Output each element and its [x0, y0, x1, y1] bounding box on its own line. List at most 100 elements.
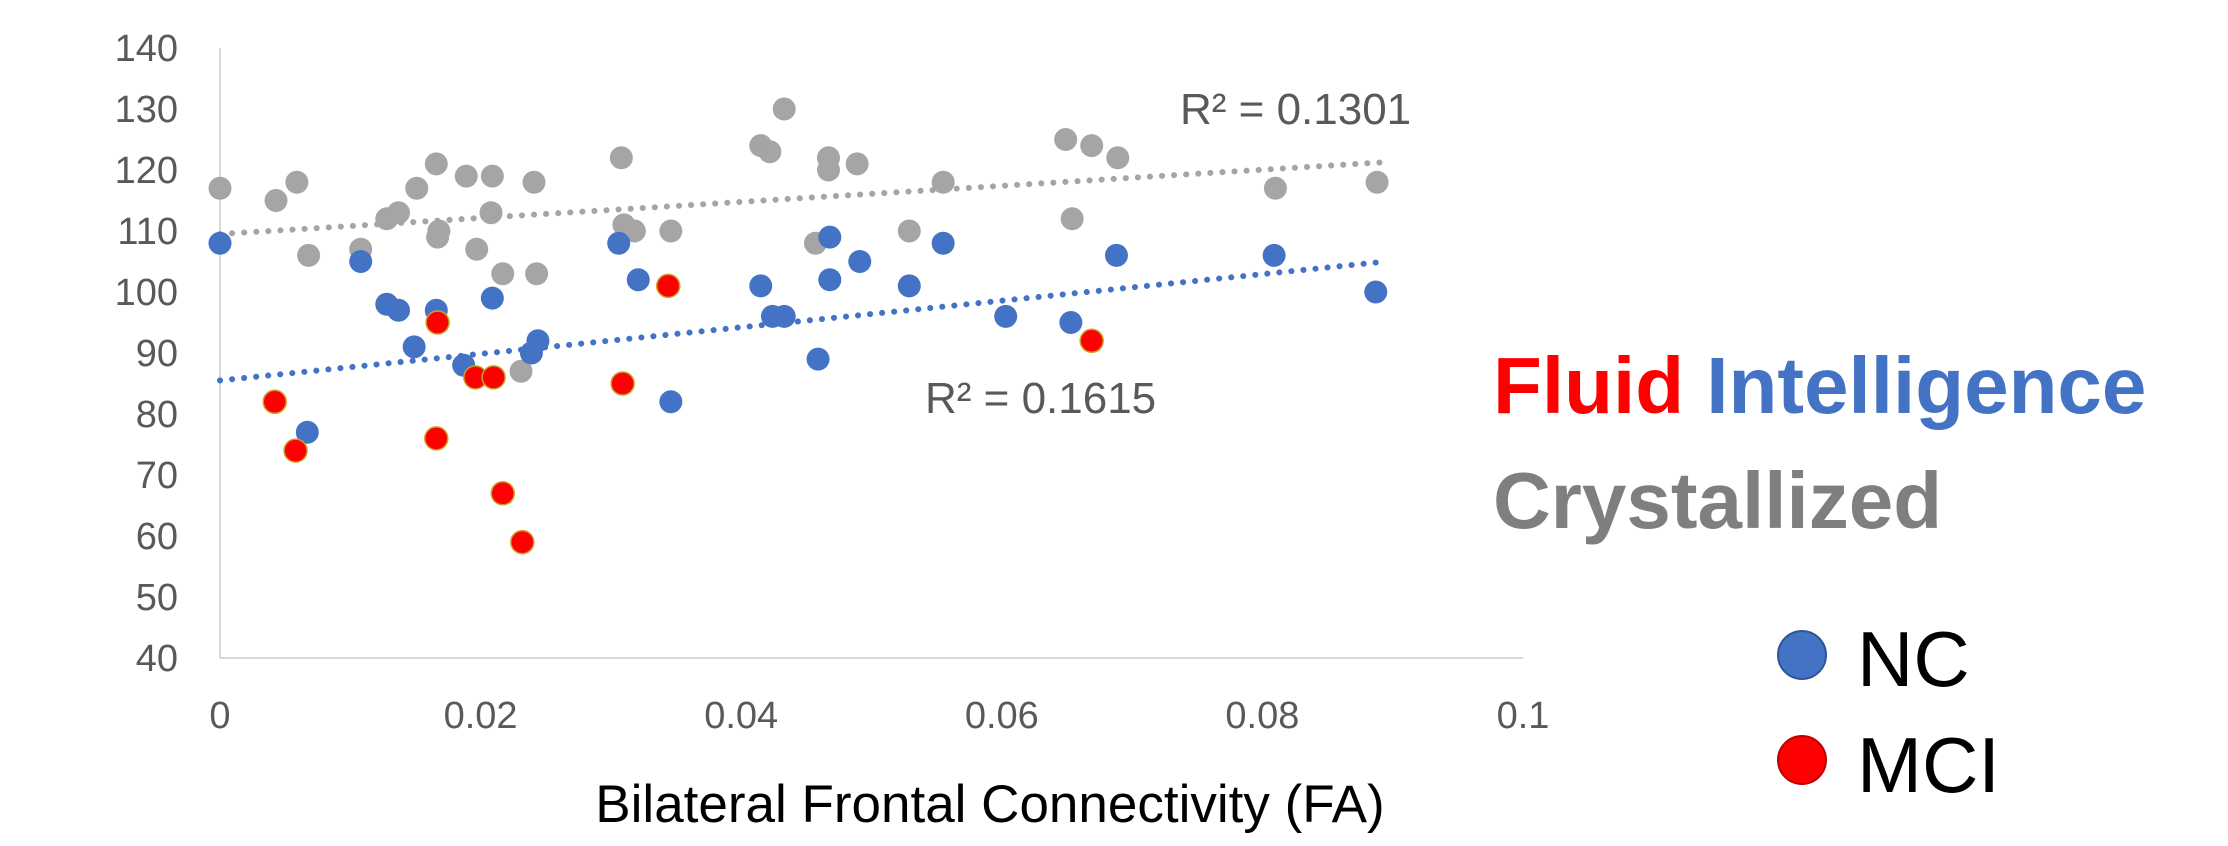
data-point — [897, 219, 921, 243]
r-squared-labels: R² = 0.1301 R² = 0.1615 — [925, 85, 1411, 423]
data-point — [1060, 207, 1084, 231]
data-point — [465, 237, 489, 261]
y-tick-label: 100 — [115, 272, 178, 314]
x-tick-label: 0.04 — [704, 695, 778, 737]
data-point — [526, 329, 550, 353]
data-point — [264, 189, 288, 212]
data-point — [387, 201, 411, 225]
data-point — [425, 310, 450, 335]
data-point — [283, 438, 308, 463]
y-tick-label: 70 — [136, 455, 178, 497]
data-point — [818, 268, 842, 292]
data-point — [818, 225, 842, 249]
data-point — [522, 170, 546, 194]
data-point — [424, 426, 449, 451]
y-tick-label: 110 — [117, 211, 178, 253]
legend-label: NC — [1857, 615, 1970, 703]
data-point — [1365, 170, 1389, 194]
y-tick-label: 80 — [136, 394, 178, 436]
trendlines — [217, 159, 1390, 384]
data-point — [655, 273, 681, 299]
data-point — [480, 164, 504, 188]
y-tick-label: 120 — [115, 150, 178, 192]
data-point — [817, 158, 841, 182]
data-point — [1054, 128, 1078, 151]
data-point — [659, 390, 683, 414]
data-point — [1079, 328, 1104, 354]
data-point — [772, 304, 796, 328]
data-point — [525, 262, 549, 286]
trendline — [217, 159, 1390, 238]
x-tick-labels: 0 0.02 0.04 0.06 0.08 0.1 — [209, 695, 1549, 737]
data-point — [454, 164, 478, 188]
data-point — [845, 152, 869, 176]
data-point — [1104, 243, 1128, 267]
data-point — [208, 176, 232, 200]
data-point — [609, 146, 633, 170]
data-point — [490, 481, 516, 506]
y-tick-label: 60 — [136, 516, 178, 558]
data-point — [1080, 134, 1104, 158]
data-point — [848, 250, 872, 273]
data-point — [622, 219, 646, 243]
fluid-word: Fluid — [1493, 341, 1684, 430]
trendline — [217, 258, 1390, 384]
data-point — [1263, 176, 1287, 200]
data-point — [897, 274, 921, 298]
data-point — [1262, 243, 1286, 267]
data-point — [405, 176, 429, 200]
data-point — [208, 231, 232, 255]
legend: NC MCI — [1777, 615, 2000, 809]
y-tick-label: 90 — [136, 333, 178, 375]
data-point — [481, 365, 506, 390]
data-point — [427, 219, 451, 243]
data-point — [758, 140, 782, 164]
y-tick-label: 130 — [115, 89, 178, 131]
data-point — [295, 420, 319, 444]
data-point — [772, 97, 796, 121]
y-tick-labels: 40 50 60 70 80 90 100 110 120 130 140 — [115, 28, 178, 680]
crystallized-title: Crystallized — [1493, 456, 1942, 545]
data-point — [510, 529, 535, 555]
data-point — [509, 359, 533, 383]
data-point — [1059, 311, 1083, 334]
x-tick-label: 0.02 — [444, 695, 518, 737]
data-point — [994, 304, 1018, 328]
x-tick-label: 0.06 — [965, 695, 1039, 737]
y-tick-label: 50 — [136, 577, 178, 619]
data-point — [491, 262, 515, 286]
data-point — [607, 231, 631, 255]
data-point — [931, 231, 955, 255]
data-point — [806, 347, 830, 371]
legend-label: MCI — [1857, 721, 2000, 809]
x-tick-label: 0.08 — [1225, 695, 1299, 737]
legend-marker — [1777, 630, 1827, 680]
x-tick-label: 0 — [209, 695, 230, 737]
data-point — [479, 201, 503, 225]
data-point — [285, 170, 309, 194]
r-squared-label: R² = 0.1615 — [925, 374, 1156, 423]
x-axis-label: Bilateral Frontal Connectivity (FA) — [595, 775, 1384, 834]
data-points — [208, 97, 1389, 555]
fluid-intelligence-title: Fluid Intelligence — [1493, 341, 2146, 430]
data-point — [349, 250, 373, 273]
y-tick-label: 140 — [115, 28, 178, 70]
data-point — [1364, 280, 1388, 304]
data-point — [297, 243, 321, 267]
data-point — [931, 170, 955, 194]
data-point — [610, 371, 635, 396]
data-point — [626, 268, 650, 292]
intelligence-word: Intelligence — [1706, 341, 2146, 430]
data-point — [1106, 146, 1130, 170]
data-point — [659, 219, 683, 243]
data-point — [387, 298, 411, 322]
legend-marker — [1777, 735, 1827, 785]
data-point — [749, 274, 773, 298]
r-squared-label: R² = 0.1301 — [1180, 85, 1411, 134]
data-point — [402, 335, 426, 359]
data-point — [424, 152, 448, 176]
y-tick-label: 40 — [136, 638, 178, 680]
x-tick-label: 0.1 — [1497, 695, 1550, 737]
data-point — [262, 389, 287, 415]
